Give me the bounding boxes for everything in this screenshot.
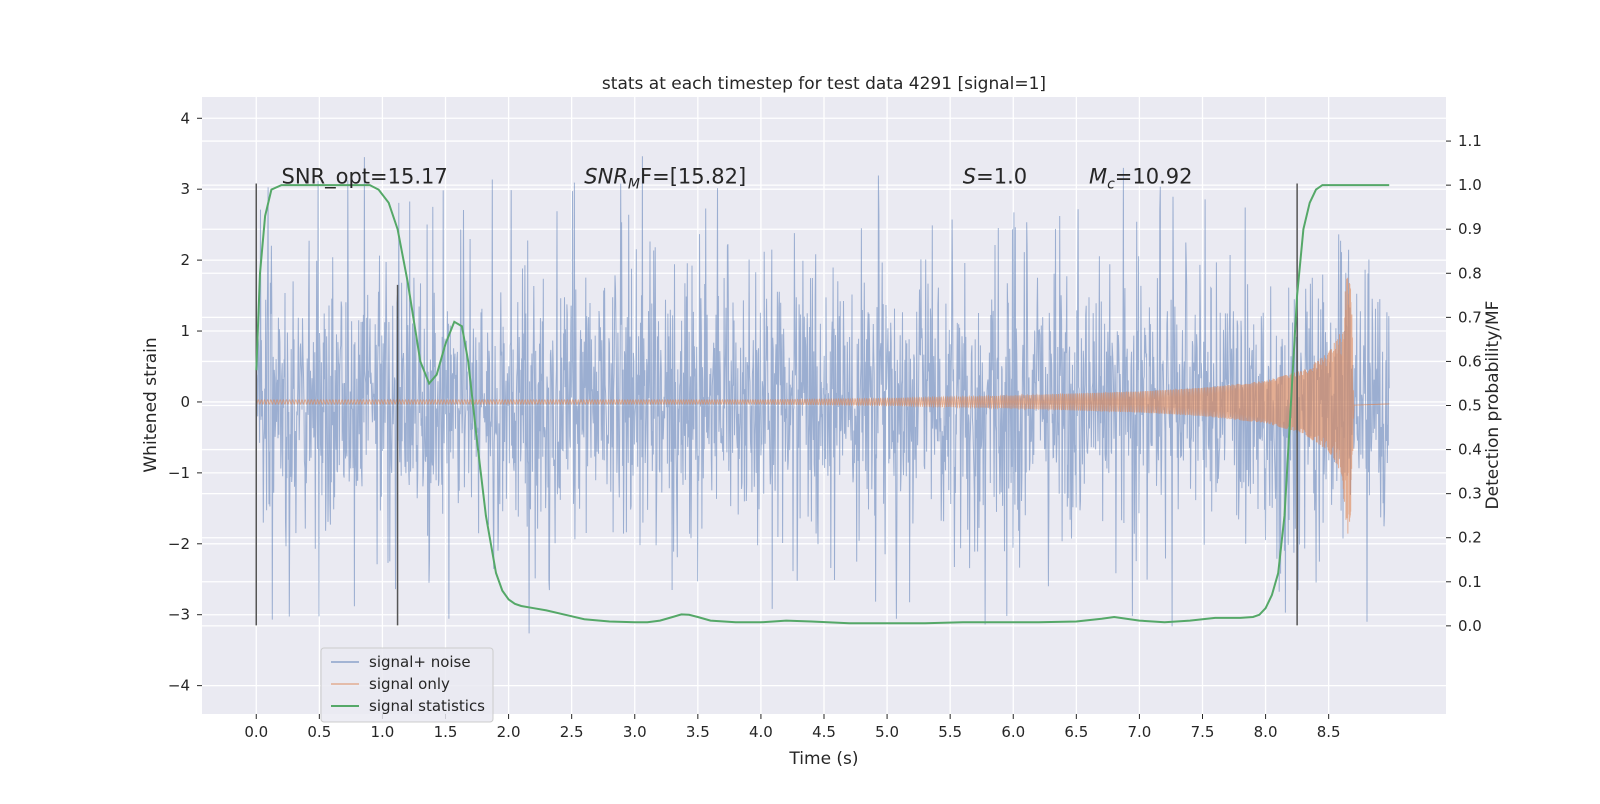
- x-tick-label: 7.5: [1191, 723, 1215, 741]
- y2-tick-label: 0.2: [1458, 529, 1482, 547]
- y2-tick-label: 0.8: [1458, 264, 1482, 282]
- annotation-1-sub: M: [628, 177, 640, 193]
- y2-tick-label: 0.5: [1458, 397, 1482, 415]
- x-tick-label: 1.5: [434, 723, 458, 741]
- x-tick-label: 7.0: [1127, 723, 1151, 741]
- annotation-1-base: SNR: [584, 165, 628, 189]
- y2-tick-label: 0.6: [1458, 352, 1482, 370]
- annotation-2: S=1.0: [963, 165, 1027, 189]
- annotation-2-base: S: [963, 165, 976, 189]
- y-tick-label: −2: [168, 535, 190, 553]
- x-tick-label: 4.5: [812, 723, 836, 741]
- legend-box: [320, 647, 494, 723]
- x-tick-label: 8.0: [1254, 723, 1278, 741]
- y-axis-label: Whitened strain: [141, 337, 161, 472]
- annotation-3-sub: c: [1107, 177, 1115, 193]
- x-tick-label: 2.5: [560, 723, 584, 741]
- y2-tick-label: 0.1: [1458, 573, 1482, 591]
- x-axis-label: Time (s): [788, 749, 858, 769]
- signal-statistics-line: [255, 184, 1390, 625]
- y-tick-label: 4: [180, 109, 190, 127]
- x-tick-label: 5.5: [938, 723, 962, 741]
- y2-tick-label: 0.0: [1458, 617, 1482, 635]
- y2-tick-label: 0.9: [1458, 220, 1482, 238]
- x-tick-label: 6.0: [1001, 723, 1025, 741]
- annotation-3: Mc=10.92: [1089, 165, 1193, 193]
- x-tick-label: 0.0: [244, 723, 268, 741]
- annotation-1-rest: F=[15.82]: [640, 165, 746, 189]
- y2-tick-label: 0.7: [1458, 308, 1482, 326]
- x-tick-label: 1.0: [370, 723, 394, 741]
- y2-axis-label: Detection probability/MF: [1483, 301, 1503, 510]
- series-signal-statistics: [255, 184, 1390, 625]
- y-tick-label: 1: [180, 322, 190, 340]
- legend: signal+ noise signal only signal statistic…: [320, 647, 494, 723]
- axes: stats at each timestep for test data 429…: [141, 74, 1503, 769]
- x-tick-label: 5.0: [875, 723, 899, 741]
- annotations: SNR_opt=15.17 SNRMF=[15.82] S=1.0 Mc=10.92: [281, 165, 1192, 193]
- annotation-0: SNR_opt=15.17: [281, 165, 447, 190]
- y2-tick-label: 0.3: [1458, 485, 1482, 503]
- y-tick-label: 2: [180, 251, 190, 269]
- x-tick-label: 8.5: [1317, 723, 1341, 741]
- annotation-3-base: M: [1089, 165, 1107, 189]
- series-signal-only: [255, 277, 1390, 534]
- chart-title: stats at each timestep for test data 429…: [602, 74, 1046, 94]
- y-tick-label: 3: [180, 180, 190, 198]
- y2-tick-label: 0.4: [1458, 441, 1482, 459]
- x-tick-label: 6.5: [1064, 723, 1088, 741]
- legend-label: signal statistics: [369, 697, 485, 715]
- series-signal-noise: [255, 156, 1390, 634]
- signal-noise-line: [255, 156, 1390, 634]
- x-tick-label: 0.5: [307, 723, 331, 741]
- y-tick-label: −4: [168, 677, 190, 695]
- annotation-3-rest: =10.92: [1115, 165, 1193, 189]
- x-tick-label: 4.0: [749, 723, 773, 741]
- y-tick-label: −1: [168, 464, 190, 482]
- x-tick-label: 3.0: [623, 723, 647, 741]
- y-tick-label: 0: [180, 393, 190, 411]
- x-tick-label: 3.5: [686, 723, 710, 741]
- vertical-markers: [255, 183, 1298, 626]
- x-tick-label: 2.0: [497, 723, 521, 741]
- annotation-1: SNRMF=[15.82]: [584, 165, 746, 193]
- legend-label: signal only: [369, 675, 450, 693]
- legend-label: signal+ noise: [369, 653, 471, 671]
- signal-only-line: [255, 277, 1390, 534]
- y-tick-label: −3: [168, 606, 190, 624]
- y2-tick-label: 1.1: [1458, 132, 1482, 150]
- annotation-2-rest: =1.0: [976, 165, 1027, 189]
- y2-tick-label: 1.0: [1458, 176, 1482, 194]
